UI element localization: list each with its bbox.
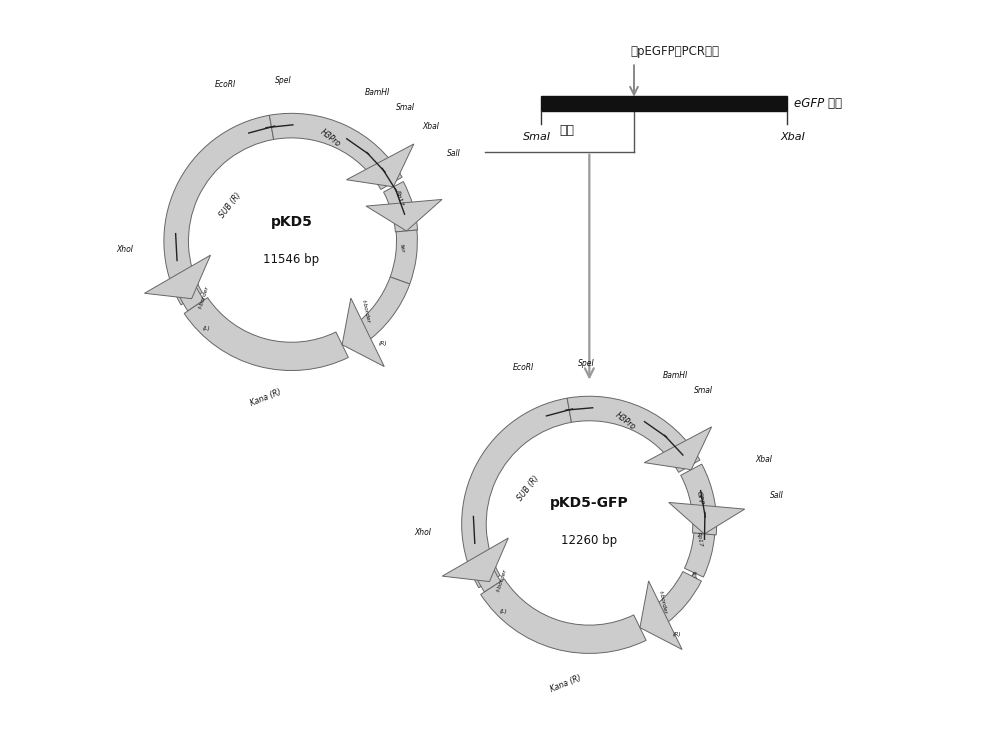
Bar	[541, 96, 787, 111]
Wedge shape	[184, 298, 348, 370]
Wedge shape	[567, 396, 700, 472]
Polygon shape	[644, 427, 712, 470]
Text: XhoI: XhoI	[414, 528, 431, 537]
Text: t-border: t-border	[361, 299, 371, 324]
Text: EcoRI: EcoRI	[513, 363, 534, 372]
Text: SUB (R): SUB (R)	[218, 191, 243, 220]
Polygon shape	[366, 200, 442, 231]
Text: SmaI: SmaI	[523, 131, 551, 142]
Text: GFP: GFP	[696, 490, 703, 506]
Text: t-border: t-border	[495, 568, 508, 592]
Text: Rp17: Rp17	[696, 531, 703, 547]
Text: SpeI: SpeI	[578, 358, 595, 368]
Wedge shape	[384, 182, 418, 232]
Text: 从pEGFP经PCR获得: 从pEGFP经PCR获得	[630, 45, 719, 58]
Text: SpeI: SpeI	[275, 76, 292, 85]
Text: EcoRI: EcoRI	[215, 80, 236, 89]
Text: t-border: t-border	[657, 590, 667, 614]
Wedge shape	[472, 560, 501, 592]
Text: Kana (R): Kana (R)	[249, 387, 282, 407]
Text: XbaI: XbaI	[780, 131, 805, 142]
Wedge shape	[174, 278, 204, 311]
Wedge shape	[681, 464, 717, 535]
Text: 连接: 连接	[560, 124, 574, 136]
Text: XbaI: XbaI	[755, 454, 772, 464]
Text: eGFP 基因: eGFP 基因	[794, 97, 842, 109]
Wedge shape	[481, 579, 646, 653]
Text: Rp17: Rp17	[395, 189, 404, 206]
Text: BamHI: BamHI	[663, 371, 688, 380]
Text: XhoI: XhoI	[116, 244, 133, 254]
Polygon shape	[442, 538, 508, 581]
Text: SmaI: SmaI	[396, 103, 415, 112]
Wedge shape	[352, 277, 410, 344]
Wedge shape	[164, 116, 274, 304]
Polygon shape	[640, 581, 682, 650]
Text: (R): (R)	[673, 632, 681, 637]
Text: ter: ter	[399, 244, 405, 254]
Text: 12260 bp: 12260 bp	[561, 534, 617, 547]
Text: ter: ter	[691, 570, 697, 579]
Wedge shape	[462, 398, 571, 588]
Text: 11546 bp: 11546 bp	[263, 253, 320, 266]
Polygon shape	[347, 144, 414, 187]
Text: H3Pro: H3Pro	[318, 128, 342, 149]
Text: (L): (L)	[500, 609, 508, 614]
Wedge shape	[269, 113, 402, 190]
Text: Kana (R): Kana (R)	[549, 674, 582, 694]
Text: SmaI: SmaI	[694, 386, 713, 394]
Text: (L): (L)	[202, 326, 210, 332]
Wedge shape	[654, 572, 701, 623]
Text: pKD5-GFP: pKD5-GFP	[550, 496, 629, 510]
Wedge shape	[390, 230, 417, 284]
Wedge shape	[684, 533, 715, 577]
Text: SalI: SalI	[447, 149, 461, 158]
Polygon shape	[669, 503, 745, 534]
Text: t-border: t-border	[198, 285, 210, 309]
Polygon shape	[144, 255, 210, 298]
Polygon shape	[342, 298, 384, 367]
Text: (R): (R)	[378, 341, 387, 346]
Text: H3Pro: H3Pro	[613, 410, 637, 432]
Text: XbaI: XbaI	[423, 122, 440, 131]
Text: SalI: SalI	[769, 490, 783, 500]
Text: SUB (R): SUB (R)	[516, 474, 541, 502]
Text: pKD5: pKD5	[271, 215, 312, 229]
Text: BamHI: BamHI	[365, 88, 390, 97]
